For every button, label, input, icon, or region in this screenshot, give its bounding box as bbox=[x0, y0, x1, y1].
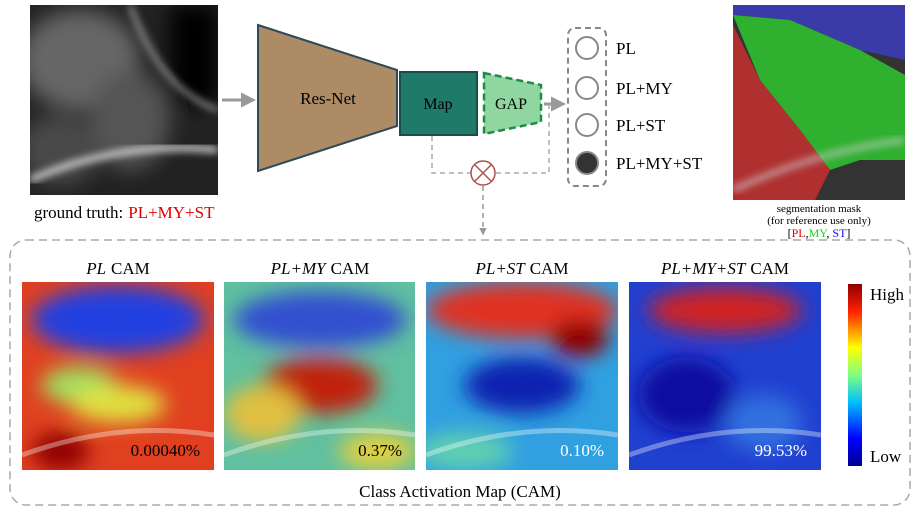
map-label: Map bbox=[423, 96, 452, 113]
multiply-node bbox=[471, 161, 495, 185]
output-node bbox=[576, 152, 598, 174]
output-node bbox=[576, 37, 598, 59]
segmentation-image bbox=[733, 5, 905, 200]
cam-class: PL+MY bbox=[270, 259, 327, 278]
cam-class: PL+MY+ST bbox=[660, 259, 747, 278]
cam-title: PL CAM bbox=[85, 259, 150, 278]
cam-class: PL bbox=[85, 259, 106, 278]
seg-caption: segmentation mask bbox=[777, 203, 862, 215]
output-label: PL+MY+ST bbox=[616, 154, 703, 173]
cam-score: 0.37% bbox=[358, 441, 402, 460]
colorbar bbox=[848, 284, 862, 466]
cam-suffix: CAM bbox=[530, 259, 569, 278]
gap-label: GAP bbox=[495, 96, 527, 113]
output-label: PL bbox=[616, 39, 636, 58]
resnet-label: Res-Net bbox=[300, 89, 356, 108]
cam-suffix: CAM bbox=[111, 259, 150, 278]
colorbar-high: High bbox=[870, 285, 905, 304]
input-caption: ground truth:PL+MY+ST bbox=[34, 203, 215, 222]
section-title: Class Activation Map (CAM) bbox=[359, 482, 561, 501]
legend-part: ST bbox=[832, 226, 847, 240]
cam-class: PL+ST bbox=[475, 259, 527, 278]
cam-score: 0.10% bbox=[560, 441, 604, 460]
seg-legend: [PL,MY, ST] bbox=[788, 226, 851, 240]
legend-part: MY bbox=[809, 226, 829, 240]
cam-suffix: CAM bbox=[750, 259, 789, 278]
output-label: PL+ST bbox=[616, 116, 666, 135]
output-node bbox=[576, 114, 598, 136]
figure: ground truth:PL+MY+ST Res-Net Map GAP PL… bbox=[0, 0, 921, 508]
cam-suffix: CAM bbox=[331, 259, 370, 278]
colorbar-low: Low bbox=[870, 447, 902, 466]
legend-part: PL bbox=[792, 226, 806, 240]
input-image bbox=[20, 5, 218, 195]
cam-score: 99.53% bbox=[755, 441, 807, 460]
cam-score: 0.00040% bbox=[131, 441, 200, 460]
legend-part: ] bbox=[846, 226, 850, 240]
output-label: PL+MY bbox=[616, 79, 673, 98]
output-node bbox=[576, 77, 598, 99]
